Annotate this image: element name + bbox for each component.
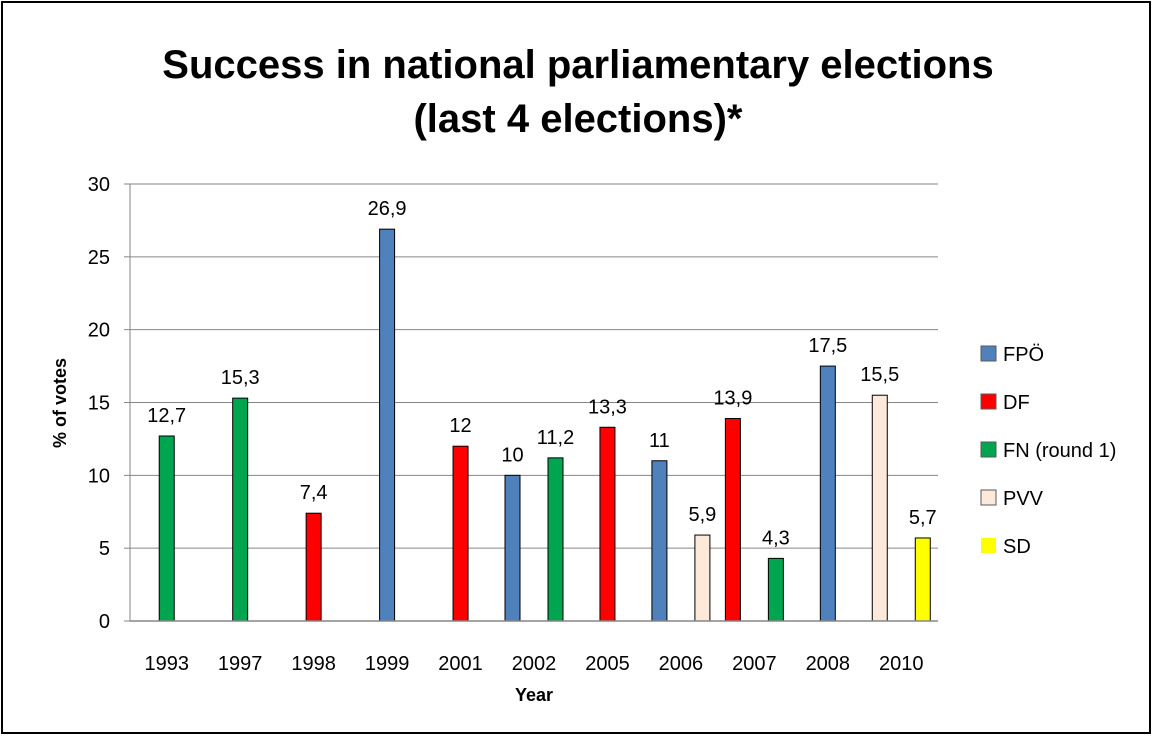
y-tick-label: 15 <box>88 393 110 415</box>
y-tick-label: 5 <box>99 538 110 560</box>
x-tick-label: 2008 <box>806 653 851 675</box>
bar-pvv-2006 <box>694 534 711 622</box>
bar-fn-round-1-2007 <box>767 557 784 622</box>
x-axis: 1993 1997 1998 1999 2001 2002 2005 2006 2007 2008… <box>130 620 938 675</box>
data-label: 10 <box>501 444 523 466</box>
legend-label: DF <box>1003 392 1030 414</box>
x-axis-title: Year <box>515 685 553 705</box>
bar-pvv-2010 <box>871 394 888 622</box>
x-tick-label: 2002 <box>512 653 557 675</box>
bar-chart: Success in national parliamentary electi… <box>50 43 1116 705</box>
data-label: 15,5 <box>860 364 899 386</box>
x-tick-label: 1999 <box>365 653 410 675</box>
legend-swatch <box>980 489 997 506</box>
bar-fp-2008 <box>819 365 836 622</box>
bar-df-2007 <box>724 418 741 622</box>
legend-swatch <box>981 538 996 553</box>
x-tick-label: 1998 <box>291 653 336 675</box>
bars <box>158 228 931 622</box>
x-tick-label: 2006 <box>659 653 704 675</box>
data-label: 13,9 <box>713 388 752 410</box>
bar-df-1998 <box>305 512 322 622</box>
x-tick-label: 1993 <box>144 653 189 675</box>
bar-fn-round-1-2002 <box>547 457 564 622</box>
data-label: 5,7 <box>909 507 937 529</box>
bar-fn-round-1-1993 <box>158 435 175 622</box>
y-tick-label: 10 <box>88 465 110 487</box>
legend: FPÖ DF FN (round 1) PVV SD <box>980 344 1116 558</box>
chart-title-line-2: (last 4 elections)* <box>413 97 742 141</box>
data-label: 26,9 <box>368 198 407 220</box>
bar-df-2001 <box>452 445 469 622</box>
legend-swatch <box>980 393 997 410</box>
legend-label: FN (round 1) <box>1003 440 1116 462</box>
x-tick-label: 2001 <box>438 653 483 675</box>
y-tick-label: 25 <box>88 247 110 269</box>
y-tick-label: 30 <box>88 174 110 196</box>
bar-df-2005 <box>599 426 616 622</box>
y-axis-title: % of votes <box>50 358 70 448</box>
data-label: 12,7 <box>147 405 186 427</box>
bar-fp-2002 <box>504 474 521 622</box>
data-label: 13,3 <box>588 396 627 418</box>
legend-label: PVV <box>1003 488 1044 510</box>
x-tick-label: 1997 <box>218 653 263 675</box>
data-label: 11,2 <box>537 427 574 449</box>
gridlines <box>130 183 938 622</box>
legend-swatch <box>980 441 997 458</box>
bar-fp-2006 <box>651 460 668 622</box>
bar-sd-2010 <box>914 537 931 622</box>
legend-label: FPÖ <box>1003 344 1044 366</box>
data-label: 11 <box>649 430 670 452</box>
data-label: 5,9 <box>689 504 717 526</box>
legend-swatch <box>980 345 997 362</box>
chart-title-line-1: Success in national parliamentary electi… <box>162 43 993 87</box>
data-label: 17,5 <box>808 335 847 357</box>
x-tick-label: 2007 <box>732 653 777 675</box>
data-label: 4,3 <box>762 527 790 549</box>
y-tick-label: 0 <box>99 611 110 633</box>
x-tick-label: 2005 <box>585 653 630 675</box>
bar-fn-round-1-1997 <box>232 397 249 622</box>
data-label: 15,3 <box>221 367 260 389</box>
bar-fp-1999 <box>379 228 396 622</box>
data-labels: 12,7 15,3 7,4 26,9 12 10 11,2 13,3 11 5,9 13,9 4,3 1… <box>147 198 936 549</box>
y-tick-label: 20 <box>88 320 110 342</box>
data-label: 7,4 <box>300 482 328 504</box>
y-axis: 0 5 10 15 20 25 30 <box>88 174 131 633</box>
legend-label: SD <box>1003 536 1031 558</box>
x-tick-label: 2010 <box>879 653 924 675</box>
data-label: 12 <box>449 415 471 437</box>
